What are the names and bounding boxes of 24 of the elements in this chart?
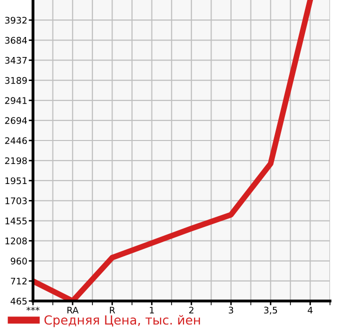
- y-tick-label: 2941: [5, 97, 27, 104]
- y-tick-label: 1703: [5, 197, 27, 204]
- y-tick-label: 2198: [5, 157, 27, 164]
- y-tick-label: 465: [10, 298, 27, 305]
- y-tick-label: 3932: [5, 16, 27, 24]
- x-tick-label: 1: [150, 306, 154, 314]
- legend-label: Средняя Цена, тыс. йен: [44, 315, 200, 328]
- y-tick-label: 3684: [5, 36, 27, 44]
- x-tick-label: ***: [26, 306, 40, 311]
- y-tick-label: 2446: [5, 137, 27, 144]
- y-tick-label: 960: [10, 258, 27, 264]
- y-tick-label: 3189: [5, 77, 27, 84]
- y-tick-label: 712: [10, 278, 27, 284]
- y-tick-label: 1951: [5, 177, 27, 184]
- y-tick-label: 2694: [5, 117, 27, 124]
- y-tick-label: 1208: [5, 238, 27, 244]
- x-tick-label: RA: [67, 306, 79, 314]
- x-tick-label: R: [110, 306, 116, 314]
- y-tick-label: 3437: [5, 56, 27, 64]
- x-tick-label: 2: [189, 306, 194, 314]
- x-tick-label: 3: [228, 306, 234, 314]
- x-tick-label: 3,5: [264, 306, 277, 314]
- x-tick-label: 4: [308, 306, 313, 314]
- y-tick-label: 1455: [5, 218, 27, 224]
